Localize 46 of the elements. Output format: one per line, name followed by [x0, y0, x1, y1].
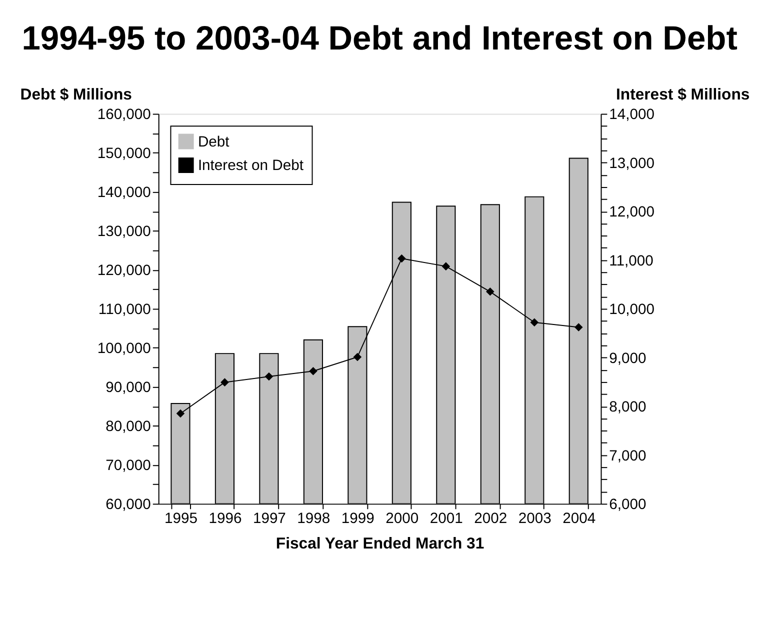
point [530, 318, 539, 327]
y2-tick-label: 10,000 [609, 302, 655, 318]
x-tick-label: 2004 [562, 510, 596, 527]
y2-tick-label: 8,000 [609, 400, 646, 416]
point [353, 352, 362, 362]
x-tick-label: 2003 [518, 510, 552, 527]
y2-tick-label: 11,000 [609, 253, 654, 270]
x-tick-label: 1998 [297, 510, 330, 527]
y2-tick-label: 13,000 [609, 156, 655, 172]
x-tick-label: 2000 [386, 510, 419, 527]
y-tick-label: 130,000 [97, 224, 151, 240]
x-tick-label: 2002 [474, 510, 508, 527]
y-tick-label: 80,000 [106, 419, 151, 436]
point [574, 323, 583, 332]
point [398, 254, 406, 263]
legend-label: Interest on Debt [198, 158, 304, 174]
x-tick-label: 1997 [252, 510, 286, 527]
y-tick-label: 160,000 [97, 107, 151, 124]
legend-label: Debt [198, 134, 230, 150]
x-tick-label: 1999 [341, 510, 374, 527]
y2-tick-label: 7,000 [609, 448, 646, 464]
x-tick-label: 1995 [164, 510, 198, 527]
chart-title: 1994-95 to 2003-04 Debt and Interest on Debt [22, 20, 738, 58]
point [442, 262, 450, 270]
y-tick-label: 100,000 [97, 341, 151, 358]
point [264, 372, 274, 381]
y-tick-label: 150,000 [97, 146, 151, 162]
y-tick-label: 140,000 [97, 185, 151, 202]
y2-tick-label: 12,000 [609, 204, 655, 221]
point [309, 366, 318, 376]
y2-axis-title: Interest $ Millions [616, 86, 750, 104]
y-tick-label: 110,000 [98, 302, 151, 318]
y-axis-title: Debt $ Millions [20, 86, 132, 104]
x-axis-title: Fiscal Year Ended March 31 [276, 536, 484, 553]
y-tick-label: 60,000 [106, 497, 151, 514]
y2-tick-label: 9,000 [609, 350, 646, 367]
y2-tick-label: 14,000 [609, 107, 655, 124]
y2-tick-label: 6,000 [609, 497, 646, 514]
y-tick-label: 90,000 [106, 380, 151, 396]
point [486, 288, 494, 296]
point [220, 378, 229, 386]
y-tick-label: 70,000 [106, 458, 151, 474]
y-tick-label: 120,000 [97, 263, 151, 280]
x-tick-label: 2001 [430, 510, 463, 527]
point [176, 409, 185, 418]
x-tick-label: 1996 [208, 510, 242, 527]
